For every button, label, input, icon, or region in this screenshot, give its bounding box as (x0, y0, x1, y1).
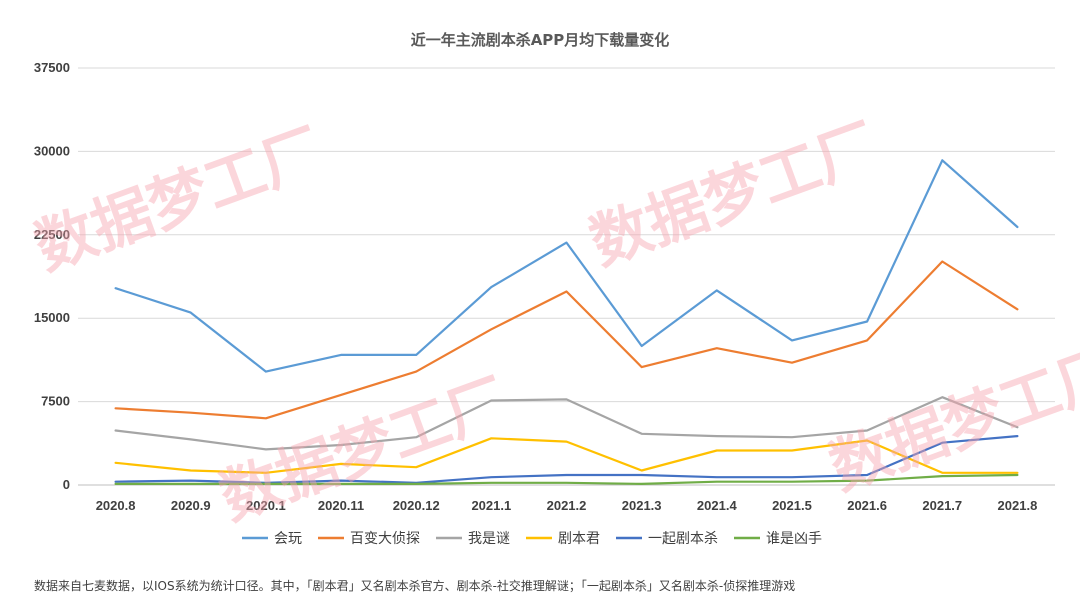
legend: 会玩 百变大侦探 我是谜 剧本君 一起剧本杀 谁是凶手 (242, 531, 822, 547)
series-lines (114, 159, 1019, 485)
x-tick-label: 2020.9 (171, 498, 211, 513)
y-tick-label: 0 (63, 477, 70, 492)
y-tick-label: 30000 (34, 143, 70, 158)
series-line (114, 396, 1019, 451)
x-tick-label: 2021.5 (772, 498, 812, 513)
watermark: 数据梦工厂 (581, 111, 887, 279)
y-tick-label: 37500 (34, 60, 70, 75)
x-tick-label: 2021.6 (847, 498, 887, 513)
legend-label: 一起剧本杀 (648, 531, 718, 547)
y-tick-label: 15000 (34, 310, 70, 325)
series-line (114, 437, 1019, 474)
x-tick-label: 2020.1 (246, 498, 286, 513)
x-tick-label: 2020.8 (96, 498, 136, 513)
watermark: 数据梦工厂 (26, 116, 332, 284)
x-axis-ticks: 2020.8 2020.9 2020.1 2020.11 2020.12 2021.1 20… (96, 498, 1038, 513)
x-tick-label: 2021.3 (622, 498, 662, 513)
grid-lines (78, 67, 1055, 486)
footnote: 数据来自七麦数据，以IOS系统为统计口径。其中，「剧本君」又名剧本杀官方、剧本杀… (34, 579, 796, 593)
x-tick-label: 2021.1 (471, 498, 511, 513)
x-tick-label: 2020.11 (318, 498, 364, 513)
y-tick-label: 7500 (41, 394, 70, 409)
x-tick-label: 2021.7 (922, 498, 962, 513)
legend-label: 会玩 (274, 531, 302, 547)
legend-label: 谁是凶手 (766, 531, 822, 547)
legend-label: 我是谜 (468, 531, 510, 547)
x-tick-label: 2020.12 (393, 498, 440, 513)
x-tick-label: 2021.8 (998, 498, 1038, 513)
legend-label: 剧本君 (558, 531, 600, 547)
y-tick-label: 22500 (34, 227, 70, 242)
x-tick-label: 2021.4 (697, 498, 738, 513)
series-line (114, 473, 1019, 485)
y-axis-ticks: 0 7500 15000 22500 30000 37500 (34, 60, 70, 492)
watermark: 数据梦工厂 (821, 336, 1080, 504)
series-line (114, 260, 1019, 420)
chart-title: 近一年主流剧本杀APP月均下载量变化 (411, 31, 670, 49)
line-chart: 近一年主流剧本杀APP月均下载量变化 0 7500 15000 22500 30000 3… (26, 31, 1080, 547)
legend-label: 百变大侦探 (350, 531, 420, 547)
series-line (114, 159, 1019, 373)
x-tick-label: 2021.2 (547, 498, 587, 513)
